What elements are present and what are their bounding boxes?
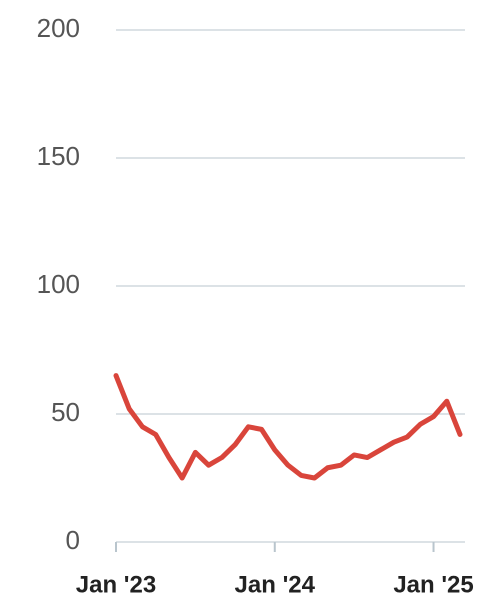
- series-line: [113, 373, 463, 481]
- y-tick-label: 50: [51, 397, 80, 427]
- x-tick-label: Jan '24: [235, 571, 316, 598]
- x-tick-label: Jan '25: [393, 571, 473, 598]
- x-tick-label: Jan '23: [76, 571, 156, 598]
- y-tick-label: 0: [66, 525, 80, 555]
- y-tick-label: 100: [37, 269, 80, 299]
- y-tick-label: 150: [37, 141, 80, 171]
- y-tick-label: 200: [37, 13, 80, 43]
